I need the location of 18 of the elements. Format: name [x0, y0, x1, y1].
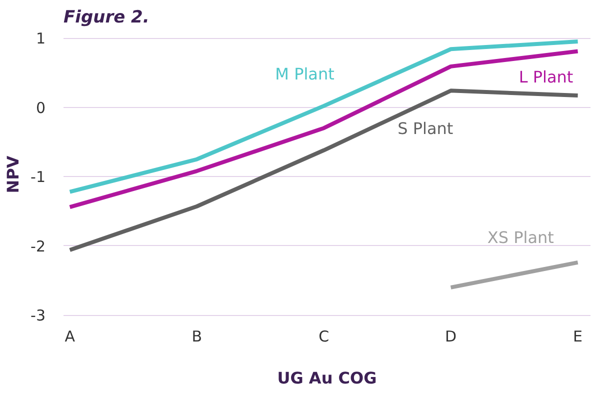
y-tick-label: -1 — [30, 168, 46, 186]
x-axis-title: UG Au COG — [277, 368, 377, 388]
series-label: S Plant — [398, 119, 454, 138]
line-series — [68, 88, 580, 252]
y-tick-label: 1 — [36, 30, 46, 48]
series-label: L Plant — [518, 68, 574, 87]
series-label: M Plant — [275, 64, 334, 84]
y-tick-label: -3 — [30, 306, 46, 325]
series-label: XS Plant — [487, 228, 554, 248]
x-tick-label: E — [573, 328, 583, 346]
x-tick-label: A — [64, 328, 76, 346]
x-tick-label: C — [318, 328, 330, 346]
y-tick-label: 0 — [36, 98, 46, 117]
x-tick-label: B — [192, 328, 202, 346]
y-axis-title: NPV — [4, 155, 23, 194]
y-tick-label: -2 — [30, 237, 46, 256]
x-tick-label: D — [445, 328, 457, 346]
chart-title: Figure 2. — [64, 8, 150, 28]
